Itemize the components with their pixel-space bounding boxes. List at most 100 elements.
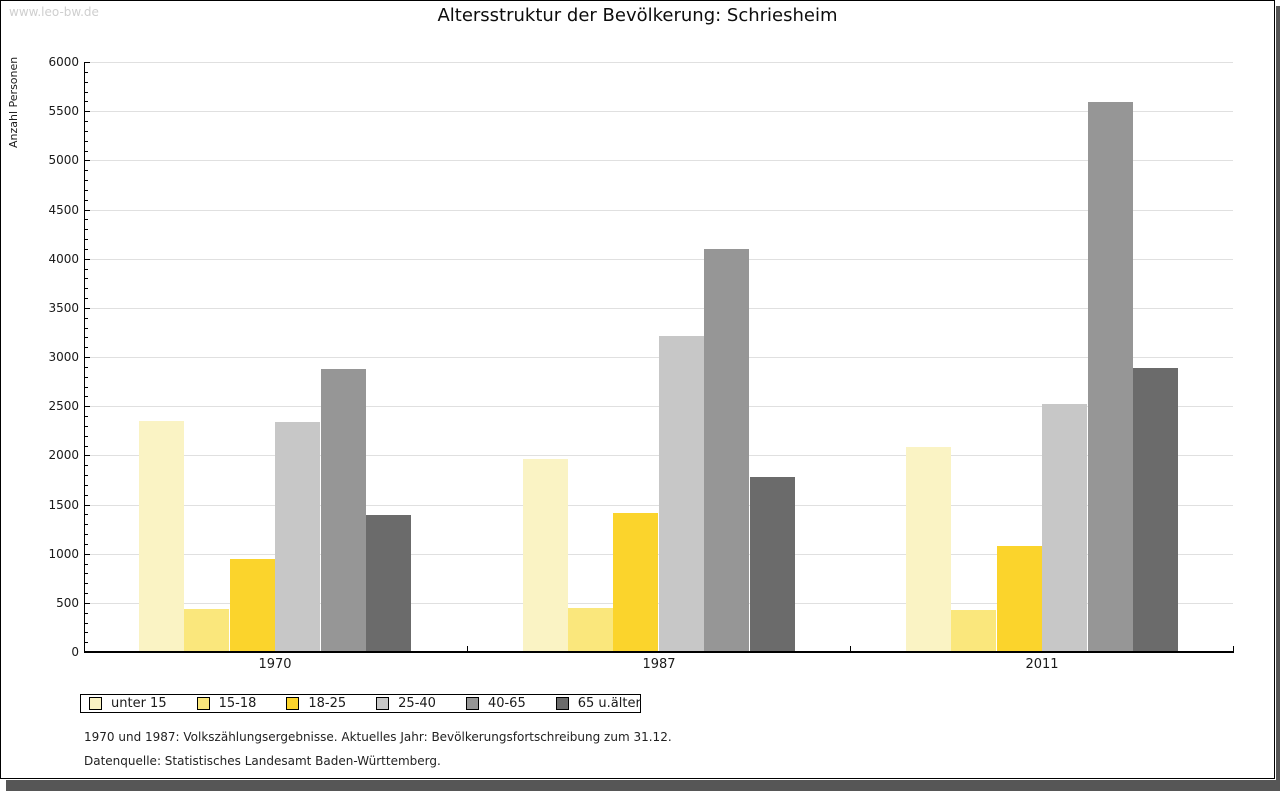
y-major-tick [85,259,90,260]
y-minor-tick [85,82,88,83]
y-minor-tick [85,141,88,142]
y-minor-tick [85,465,88,466]
y-minor-tick [85,416,88,417]
bar-65-u-lter-1970 [366,515,411,652]
y-major-tick [85,505,90,506]
y-tick-label: 500 [56,596,79,610]
bar-15-18-1987 [567,607,613,653]
y-major-tick [85,111,90,112]
chart-title: Altersstruktur der Bevölkerung: Schriesh… [437,5,838,26]
footnote-sources: 1970 und 1987: Volkszählungsergebnisse. … [84,730,672,744]
legend-swatch [196,697,210,710]
y-tick-label: 1000 [48,547,79,561]
y-minor-tick [85,92,88,93]
y-major-tick [85,210,90,211]
y-minor-tick [85,642,88,643]
panel-shadow-right [1276,6,1280,791]
bar-65-u-lter-2011 [1133,367,1178,652]
y-minor-tick [85,249,88,250]
legend-label: 40-65 [487,696,526,711]
y-tick-label: 3000 [48,350,79,364]
y-minor-tick [85,200,88,201]
y-minor-tick [85,387,88,388]
y-minor-tick [85,347,88,348]
bar-15-18-2011 [951,609,997,652]
y-major-tick [85,357,90,358]
y-minor-tick [85,632,88,633]
x-boundary-tick [467,646,468,652]
y-tick-label: 0 [71,645,79,659]
y-minor-tick [85,514,88,515]
bar-40-65-1970 [320,368,366,652]
legend-item: 15-18 [196,696,256,711]
y-tick-label: 2000 [48,448,79,462]
y-minor-tick [85,613,88,614]
bar-18-25-1987 [613,513,659,653]
y-minor-tick [85,475,88,476]
legend: unter 15 15-18 18-25 25-40 40-65 65 u.älter [80,694,641,713]
legend-swatch [89,697,102,710]
y-axis-line [84,62,85,653]
y-minor-tick [85,269,88,270]
y-tick-label: 4000 [48,252,79,266]
y-minor-tick [85,337,88,338]
y-axis-title: Anzahl Personen [7,56,20,148]
y-minor-tick [85,485,88,486]
y-minor-tick [85,426,88,427]
y-minor-tick [85,72,88,73]
y-minor-tick [85,583,88,584]
y-minor-tick [85,278,88,279]
bar-65-u-lter-1987 [749,477,795,652]
bar-40-65-1987 [704,248,750,652]
y-minor-tick [85,180,88,181]
y-minor-tick [85,593,88,594]
y-minor-tick [85,328,88,329]
y-tick-label: 4500 [48,203,79,217]
x-boundary-tick [850,646,851,652]
y-minor-tick [85,573,88,574]
x-axis-line [84,651,1234,653]
footnote-data-source: Datenquelle: Statistisches Landesamt Bad… [84,754,441,768]
panel-shadow-bottom [6,780,1280,791]
legend-item: 40-65 [465,696,526,711]
gridline [85,111,1233,112]
watermark-text: www.leo-bw.de [9,5,99,19]
y-minor-tick [85,377,88,378]
legend-item: 65 u.älter [555,696,641,711]
bar-unter-15-1987 [522,459,568,652]
y-minor-tick [85,534,88,535]
y-tick-label: 5500 [48,104,79,118]
gridline [85,62,1233,63]
bar-25-40-2011 [1042,404,1088,652]
bar-18-25-2011 [996,545,1042,652]
y-minor-tick [85,623,88,624]
bar-25-40-1970 [275,421,321,652]
gridline [85,210,1233,211]
y-minor-tick [85,121,88,122]
x-boundary-tick [1233,646,1234,652]
y-minor-tick [85,446,88,447]
y-minor-tick [85,288,88,289]
y-tick-label: 6000 [48,55,79,69]
y-minor-tick [85,318,88,319]
legend-label: unter 15 [111,696,167,711]
y-minor-tick [85,151,88,152]
bar-15-18-1970 [184,608,230,652]
bar-unter-15-2011 [906,446,951,652]
y-tick-label: 5000 [48,153,79,167]
y-minor-tick [85,564,88,565]
y-major-tick [85,308,90,309]
y-major-tick [85,603,90,604]
legend-swatch [286,697,300,710]
y-minor-tick [85,239,88,240]
legend-label: 65 u.älter [577,696,641,711]
y-minor-tick [85,219,88,220]
y-minor-tick [85,298,88,299]
y-major-tick [85,62,90,63]
y-minor-tick [85,495,88,496]
bar-18-25-1970 [229,558,275,652]
y-major-tick [85,406,90,407]
y-tick-label: 1500 [48,498,79,512]
gridline [85,308,1233,309]
y-minor-tick [85,101,88,102]
